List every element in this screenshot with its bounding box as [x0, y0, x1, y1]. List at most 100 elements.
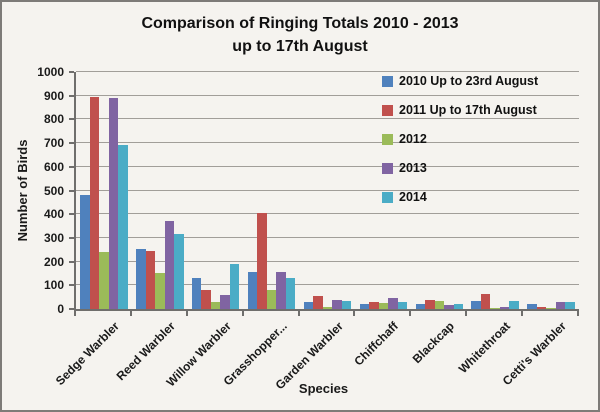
bar	[118, 145, 128, 309]
gridline-y-300	[76, 236, 579, 238]
bar	[490, 307, 500, 309]
y-tick-label-0: 0	[57, 302, 64, 316]
legend-item-1: 2011 Up to 17th August	[382, 103, 537, 117]
gridline-y-700	[76, 142, 579, 144]
bar	[480, 293, 491, 309]
y-tick-mark	[69, 213, 74, 216]
bar	[145, 250, 156, 309]
bar	[359, 304, 370, 309]
legend-label: 2010 Up to 23rd August	[399, 74, 539, 88]
bar	[220, 294, 230, 309]
bar	[555, 301, 566, 309]
y-tick-mark	[69, 284, 74, 287]
bar	[471, 300, 481, 309]
bar	[509, 300, 519, 309]
y-tick-label-400: 400	[43, 207, 64, 222]
plot-area	[74, 71, 579, 311]
chart-title-line2: up to 17th August	[232, 38, 368, 55]
legend-swatch-icon	[382, 75, 393, 87]
x-tick-mark	[297, 311, 300, 316]
gridline-y-100	[76, 284, 579, 286]
bar-group-8	[523, 72, 579, 309]
bar	[276, 272, 286, 309]
bar	[444, 305, 454, 309]
x-axis-title: Species	[298, 381, 349, 396]
y-tick-mark	[69, 71, 74, 73]
x-tick-mark	[74, 311, 76, 316]
bar	[322, 306, 333, 309]
bar-group-7	[467, 72, 523, 309]
x-tick-mark	[577, 311, 579, 316]
legend-label: 2012	[399, 132, 427, 146]
y-tick-mark	[69, 236, 74, 239]
y-tick-label-500: 500	[43, 183, 64, 198]
gridline-y-600	[76, 165, 579, 167]
bar	[425, 299, 435, 309]
chart-title-line1: Comparison of Ringing Totals 2010 - 2013	[141, 15, 459, 32]
legend-label: 2013	[399, 161, 427, 175]
gridline-y-500	[76, 189, 579, 191]
y-tick-mark	[69, 308, 74, 310]
bar-group-4	[300, 72, 356, 309]
bar	[313, 295, 323, 309]
bar	[89, 96, 100, 309]
y-tick-label-100: 100	[43, 278, 64, 293]
bar-group-0	[76, 72, 132, 309]
y-tick-mark	[69, 142, 74, 145]
y-tick-mark	[69, 260, 74, 263]
y-tick-label-600: 600	[43, 159, 64, 174]
bar	[210, 301, 221, 309]
x-category-label-7: Whitethroat	[456, 319, 514, 377]
bar	[164, 221, 175, 309]
bar	[266, 290, 277, 309]
bar	[546, 307, 556, 309]
y-tick-label-900: 900	[43, 88, 64, 103]
bar	[565, 301, 575, 309]
legend-swatch-icon	[382, 133, 393, 145]
bar	[155, 273, 165, 309]
x-category-label-5: Chiffchaff	[351, 319, 402, 369]
bar	[99, 252, 109, 309]
bar	[191, 278, 202, 309]
bar	[201, 290, 211, 309]
y-tick-label-800: 800	[43, 112, 64, 127]
y-tick-label-1000: 1000	[37, 65, 64, 79]
bar	[397, 301, 408, 309]
bar	[536, 306, 547, 309]
bar	[415, 304, 426, 309]
bar	[108, 98, 119, 309]
bar	[303, 301, 314, 309]
bar	[229, 263, 240, 309]
bar	[136, 248, 146, 309]
x-tick-mark	[521, 311, 524, 316]
x-category-label-0: Sedge Warbler	[52, 319, 122, 388]
y-tick-mark	[69, 118, 74, 121]
y-tick-mark	[69, 94, 74, 97]
x-tick-mark	[241, 311, 244, 316]
bar	[453, 304, 464, 309]
y-tick-label-700: 700	[43, 136, 64, 151]
bar	[378, 303, 389, 309]
bar	[527, 304, 537, 309]
legend-label: 2011 Up to 17th August	[399, 103, 537, 117]
legend-label: 2014	[399, 190, 427, 204]
gridline-y-800	[76, 118, 579, 120]
x-tick-mark	[129, 311, 132, 316]
legend-item-2: 2012	[382, 132, 427, 146]
x-tick-mark	[353, 311, 356, 316]
bar	[332, 299, 342, 309]
bar-group-1	[132, 72, 188, 309]
legend-item-0: 2010 Up to 23rd August	[382, 74, 538, 88]
y-tick-label-200: 200	[43, 254, 64, 269]
y-tick-mark	[69, 165, 74, 168]
gridline-y-900	[76, 94, 579, 96]
bar	[285, 278, 296, 309]
gridline-y-1000	[76, 71, 579, 72]
bar	[499, 306, 510, 309]
bar	[341, 300, 352, 309]
bar-group-6	[411, 72, 467, 309]
bar	[257, 213, 267, 309]
x-tick-mark	[465, 311, 468, 316]
x-category-label-6: Blackcap	[409, 319, 458, 367]
